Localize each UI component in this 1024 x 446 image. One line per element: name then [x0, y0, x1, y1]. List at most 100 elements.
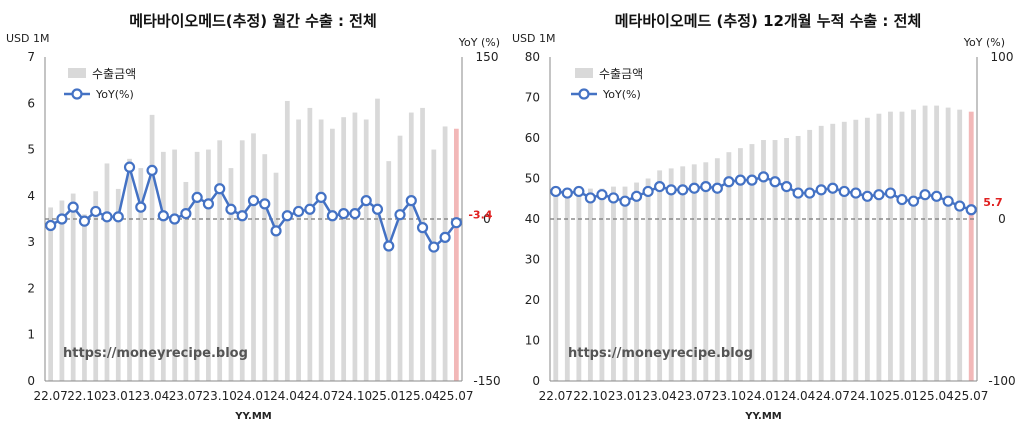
- yoy-point: [304, 203, 316, 215]
- yoy-point: [596, 189, 608, 201]
- x-tick-label: 23.01: [608, 389, 642, 403]
- yoy-point: [259, 198, 271, 210]
- bar: [911, 109, 916, 382]
- yoy-point: [236, 210, 248, 222]
- yoy-point: [326, 210, 338, 222]
- yoy-point: [247, 195, 260, 207]
- bar: [749, 144, 755, 381]
- yoy-point: [405, 195, 417, 207]
- x-tick-label: 25.07: [439, 389, 473, 403]
- bar: [149, 114, 155, 381]
- yoy-point: [146, 164, 158, 176]
- yoy-point: [838, 185, 850, 198]
- yoy-point: [416, 222, 429, 234]
- bar: [945, 107, 951, 381]
- yoy-point: [270, 225, 282, 237]
- yoy-point: [873, 189, 885, 201]
- yoy-point: [723, 176, 735, 188]
- bar: [138, 168, 144, 381]
- bar: [217, 140, 223, 381]
- yoy-point: [281, 210, 293, 222]
- yoy-point: [573, 185, 585, 198]
- bar: [386, 161, 392, 381]
- yoy-point: [642, 185, 654, 198]
- x-tick-label: 24.10: [338, 389, 372, 403]
- bar: [634, 182, 639, 381]
- legend-label-yoy: YoY(%): [602, 88, 641, 101]
- left-tick-label: 50: [525, 172, 540, 186]
- left-tick-label: 5: [27, 143, 35, 157]
- left-tick-label: 2: [27, 281, 35, 295]
- right-axis-unit: YoY (%): [963, 36, 1005, 49]
- yoy-point: [371, 203, 384, 215]
- bar: [104, 163, 110, 381]
- bar: [657, 170, 663, 381]
- yoy-point: [202, 198, 215, 210]
- x-tick-label: 24.07: [304, 389, 338, 403]
- x-tick-label: 25.04: [405, 389, 439, 403]
- legend-swatch-marker: [71, 88, 83, 100]
- bar: [599, 188, 605, 381]
- left-tick-label: 0: [27, 374, 35, 388]
- bar: [172, 149, 177, 381]
- yoy-point: [45, 219, 57, 232]
- bar: [284, 100, 290, 381]
- x-tick-label: 23.10: [203, 389, 237, 403]
- bar: [795, 135, 801, 381]
- x-tick-label: 23.07: [677, 389, 711, 403]
- bar: [737, 148, 743, 381]
- bar: [876, 113, 882, 381]
- yoy-point: [896, 193, 908, 206]
- x-tick-label: 24.04: [270, 389, 304, 403]
- yoy-point: [942, 195, 954, 207]
- x-tick-label: 24.01: [746, 389, 780, 403]
- right-tick-label: 100: [991, 50, 1014, 64]
- yoy-point: [700, 181, 712, 193]
- bar: [397, 135, 403, 381]
- bar: [239, 140, 245, 381]
- x-tick-label: 22.07: [539, 389, 573, 403]
- bar: [251, 133, 256, 381]
- bar: [888, 111, 893, 382]
- left-tick-label: 6: [27, 96, 35, 110]
- bar: [784, 138, 790, 381]
- bar: [772, 140, 778, 381]
- yoy-point: [850, 187, 862, 199]
- yoy-point: [561, 187, 573, 199]
- bar: [587, 188, 593, 381]
- x-tick-label: 23.07: [169, 389, 203, 403]
- yoy-point: [677, 184, 689, 196]
- bar: [420, 107, 425, 382]
- bar: [622, 186, 628, 381]
- left-tick-label: 0: [532, 374, 540, 388]
- left-tick-label: 30: [525, 253, 540, 267]
- right-tick-label: 0: [998, 212, 1006, 226]
- legend-swatch-bars: [575, 68, 593, 78]
- yoy-point: [360, 195, 372, 207]
- legend-label-yoy: YoY(%): [95, 88, 134, 101]
- bar: [318, 119, 324, 381]
- yoy-point: [619, 195, 631, 207]
- bar: [957, 109, 963, 382]
- right-tick-label: 150: [476, 50, 499, 64]
- bar: [431, 149, 437, 381]
- bar: [127, 158, 132, 381]
- yoy-point: [78, 215, 91, 227]
- bar: [726, 152, 732, 381]
- yoy-point: [954, 200, 966, 212]
- right-tick-label: 0: [483, 212, 491, 226]
- yoy-point: [769, 176, 781, 188]
- x-tick-label: 24.01: [236, 389, 270, 403]
- bar: [968, 111, 974, 382]
- left-tick-label: 4: [27, 189, 35, 203]
- yoy-point: [123, 161, 136, 173]
- chart-1: 메타바이오메드(추정) 월간 수출 : 전체 USD 1M YoY (%) 0 1 2 3 4…: [6, 12, 501, 422]
- yoy-point: [56, 213, 68, 225]
- yoy-point: [734, 174, 747, 186]
- bar: [48, 207, 54, 381]
- yoy-point: [383, 240, 395, 252]
- right-tick-label: -100: [988, 374, 1015, 388]
- bar: [830, 123, 836, 381]
- yoy-point: [827, 182, 839, 194]
